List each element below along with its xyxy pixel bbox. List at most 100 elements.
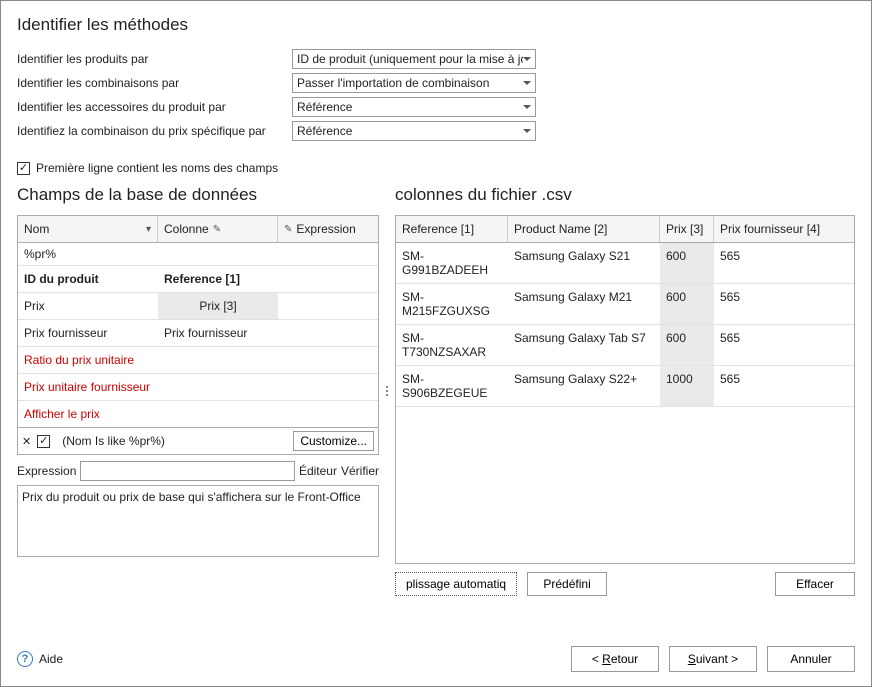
form-row-specific-price: Identifiez la combinaison du prix spécif…: [17, 119, 855, 143]
description-box: Prix du produit ou prix de base qui s'af…: [17, 485, 379, 557]
filter-input-nom[interactable]: %pr%: [18, 243, 158, 265]
help-link[interactable]: ? Aide: [17, 651, 63, 667]
db-fields-pane: Champs de la base de données Nom ▾ Colon…: [17, 185, 379, 596]
table-row[interactable]: Afficher le prix: [18, 401, 378, 427]
editor-link[interactable]: Éditeur: [299, 464, 337, 478]
table-row[interactable]: SM-M215FZGUXSG Samsung Galaxy M21 600 56…: [396, 284, 854, 325]
cell-prix: 600: [660, 284, 714, 324]
filter-input-expr[interactable]: [278, 243, 378, 265]
cell-nom: Ratio du prix unitaire: [18, 347, 158, 373]
cell-name: Samsung Galaxy M21: [508, 284, 660, 324]
cell-expr: [278, 266, 378, 292]
splitter[interactable]: [385, 185, 389, 596]
dropdown-accessories-value: Référence: [297, 100, 523, 114]
table-row[interactable]: SM-S906BZEGEUE Samsung Galaxy S22+ 1000 …: [396, 366, 854, 407]
cell-expr: [278, 320, 378, 346]
db-fields-body: %pr% ID du produit Reference [1] Prix Pr…: [18, 243, 378, 427]
cell-expr: [278, 374, 378, 400]
dropdown-combinations[interactable]: Passer l'importation de combinaison: [292, 73, 536, 93]
csv-header: Reference [1] Product Name [2] Prix [3] …: [396, 216, 854, 243]
expression-label: Expression: [17, 464, 76, 478]
preset-button[interactable]: Prédéfini: [527, 572, 607, 596]
col-header-expression[interactable]: ✎ Expression: [278, 216, 378, 242]
dropdown-products[interactable]: ID de produit (uniquement pour la mise à…: [292, 49, 536, 69]
cell-ref: SM-G991BZADEEH: [396, 243, 508, 283]
clear-filter-icon[interactable]: ✕: [22, 435, 31, 448]
customize-button[interactable]: Customize...: [293, 431, 374, 451]
next-button[interactable]: Suivant >Suivant: [669, 646, 757, 672]
col-header-prix[interactable]: Prix [3]: [660, 216, 714, 242]
cell-expr: [278, 401, 378, 427]
filter-text: (Nom Is like %pr%): [62, 434, 165, 448]
csv-grid: Reference [1] Product Name [2] Prix [3] …: [395, 215, 855, 564]
col-header-fournisseur[interactable]: Prix fournisseur [4]: [714, 216, 834, 242]
pencil-icon: ✎: [284, 224, 292, 235]
first-line-checkbox[interactable]: ✓: [17, 162, 30, 175]
label-products: Identifier les produits par: [17, 52, 292, 66]
col-header-product-name[interactable]: Product Name [2]: [508, 216, 660, 242]
cell-ref: SM-M215FZGUXSG: [396, 284, 508, 324]
col-header-nom[interactable]: Nom ▾: [18, 216, 158, 242]
filter-enabled-checkbox[interactable]: ✓: [37, 435, 50, 448]
form-row-accessories: Identifier les accessoires du produit pa…: [17, 95, 855, 119]
dropdown-accessories[interactable]: Référence: [292, 97, 536, 117]
table-row[interactable]: Prix unitaire fournisseur: [18, 374, 378, 401]
cell-nom: Prix fournisseur: [18, 320, 158, 346]
section-title: Identifier les méthodes: [17, 15, 855, 35]
back-button[interactable]: < RRetouretour: [571, 646, 659, 672]
clear-button[interactable]: Effacer: [775, 572, 855, 596]
cell-fourn: 565: [714, 366, 834, 406]
chevron-down-icon: [523, 81, 531, 85]
table-row[interactable]: Ratio du prix unitaire: [18, 347, 378, 374]
cell-nom: ID du produit: [18, 266, 158, 292]
table-row[interactable]: Prix Prix [3]: [18, 293, 378, 320]
col-header-colonne[interactable]: Colonne ✎: [158, 216, 278, 242]
dropdown-combinations-value: Passer l'importation de combinaison: [297, 76, 523, 90]
cell-col: Reference [1]: [158, 266, 278, 292]
db-fields-header: Nom ▾ Colonne ✎ ✎ Expression: [18, 216, 378, 243]
autofill-button[interactable]: plissage automatiq: [395, 572, 517, 596]
cell-col: Prix [3]: [158, 293, 278, 319]
verify-link[interactable]: Vérifier: [341, 464, 379, 478]
cell-fourn: 565: [714, 243, 834, 283]
cell-col: [158, 374, 278, 400]
filter-input-col[interactable]: [158, 243, 278, 265]
cell-prix: 600: [660, 325, 714, 365]
csv-buttons: plissage automatiq Prédéfini Effacer: [395, 572, 855, 596]
footer: ? Aide < RRetouretour Suivant >Suivant A…: [17, 646, 855, 672]
col-header-nom-label: Nom: [24, 222, 49, 236]
filter-icon[interactable]: ▾: [146, 224, 151, 235]
cell-name: Samsung Galaxy S22+: [508, 366, 660, 406]
cell-nom: Prix: [18, 293, 158, 319]
db-fields-grid: Nom ▾ Colonne ✎ ✎ Expression %pr%: [17, 215, 379, 428]
table-row[interactable]: Prix fournisseur Prix fournisseur: [18, 320, 378, 347]
columns-area: Champs de la base de données Nom ▾ Colon…: [17, 185, 855, 596]
form-row-combinations: Identifier les combinaisons par Passer l…: [17, 71, 855, 95]
filter-bar: ✕ ✓ (Nom Is like %pr%) Customize...: [17, 428, 379, 455]
help-icon: ?: [17, 651, 33, 667]
chevron-down-icon: [523, 57, 531, 61]
label-accessories: Identifier les accessoires du produit pa…: [17, 100, 292, 114]
cell-name: Samsung Galaxy Tab S7: [508, 325, 660, 365]
expression-input[interactable]: [80, 461, 295, 481]
pencil-icon: ✎: [213, 224, 221, 235]
cell-col: [158, 401, 278, 427]
cell-fourn: 565: [714, 284, 834, 324]
col-header-reference[interactable]: Reference [1]: [396, 216, 508, 242]
cell-nom: Prix unitaire fournisseur: [18, 374, 158, 400]
cell-ref: SM-S906BZEGEUE: [396, 366, 508, 406]
first-line-checkbox-row: ✓ Première ligne contient les noms des c…: [17, 161, 855, 175]
table-row[interactable]: SM-G991BZADEEH Samsung Galaxy S21 600 56…: [396, 243, 854, 284]
csv-title: colonnes du fichier .csv: [395, 185, 855, 205]
col-header-colonne-label: Colonne: [164, 222, 209, 236]
table-row[interactable]: SM-T730NZSAXAR Samsung Galaxy Tab S7 600…: [396, 325, 854, 366]
chevron-down-icon: [523, 105, 531, 109]
dropdown-specific-price[interactable]: Référence: [292, 121, 536, 141]
form-row-products: Identifier les produits par ID de produi…: [17, 47, 855, 71]
dropdown-products-value: ID de produit (uniquement pour la mise à…: [297, 52, 523, 66]
table-row[interactable]: ID du produit Reference [1]: [18, 266, 378, 293]
cancel-button[interactable]: Annuler: [767, 646, 855, 672]
cell-expr: [278, 293, 378, 319]
label-combinations: Identifier les combinaisons par: [17, 76, 292, 90]
expression-row: Expression Éditeur Vérifier: [17, 461, 379, 481]
